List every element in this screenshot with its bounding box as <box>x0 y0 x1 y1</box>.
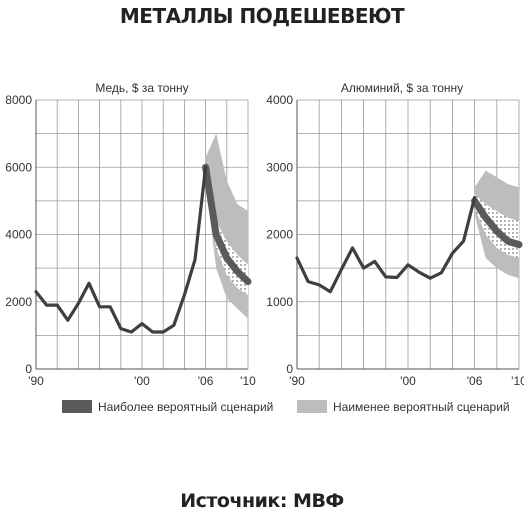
x-tick-label: '10 <box>240 374 256 388</box>
most-likely-forecast <box>471 197 523 249</box>
legend-swatch <box>62 400 92 413</box>
legend-swatch <box>297 400 327 413</box>
legend-label: Наиболее вероятный сценарий <box>98 400 273 414</box>
x-tick-label: '00 <box>400 374 416 388</box>
aluminum-panel: Алюминий, $ за тонну 0 1000 2000 3000 4000 '90… <box>266 81 524 388</box>
x-tick-label: '90 <box>289 374 305 388</box>
y-tick-label: 2000 <box>266 228 293 242</box>
y-tick-label: 3000 <box>266 160 293 174</box>
y-tick-label: 0 <box>286 362 293 376</box>
chart-title: МЕТАЛЛЫ ПОДЕШЕВЕЮТ <box>119 4 405 28</box>
panel-title: Медь, $ за тонну <box>95 81 188 95</box>
most-likely-forecast <box>202 163 252 286</box>
legend: Наиболее вероятный сценарий Наименее веро… <box>62 400 510 414</box>
y-tick-label: 0 <box>25 362 32 376</box>
x-tick-label: '06 <box>198 374 214 388</box>
x-tick-label: '10 <box>511 374 524 388</box>
legend-label: Наименее вероятный сценарий <box>333 400 510 414</box>
likely-range-band <box>205 163 248 295</box>
y-tick-label: 4000 <box>5 228 32 242</box>
y-tick-label: 1000 <box>266 295 293 309</box>
copper-panel: Медь, $ за тонну 0 2000 4000 6000 8000 '90 '00 '… <box>5 81 256 388</box>
y-tick-label: 2000 <box>5 295 32 309</box>
y-tick-label: 6000 <box>5 160 32 174</box>
x-tick-label: '90 <box>28 374 44 388</box>
y-tick-label: 8000 <box>5 93 32 107</box>
price-line <box>34 165 208 334</box>
x-tick-label: '06 <box>467 374 483 388</box>
y-tick-label: 4000 <box>266 93 293 107</box>
source-note: Источник: МВФ <box>180 490 344 512</box>
x-tick-label: '00 <box>134 374 150 388</box>
panel-title: Алюминий, $ за тонну <box>341 81 463 95</box>
price-line <box>295 195 477 294</box>
